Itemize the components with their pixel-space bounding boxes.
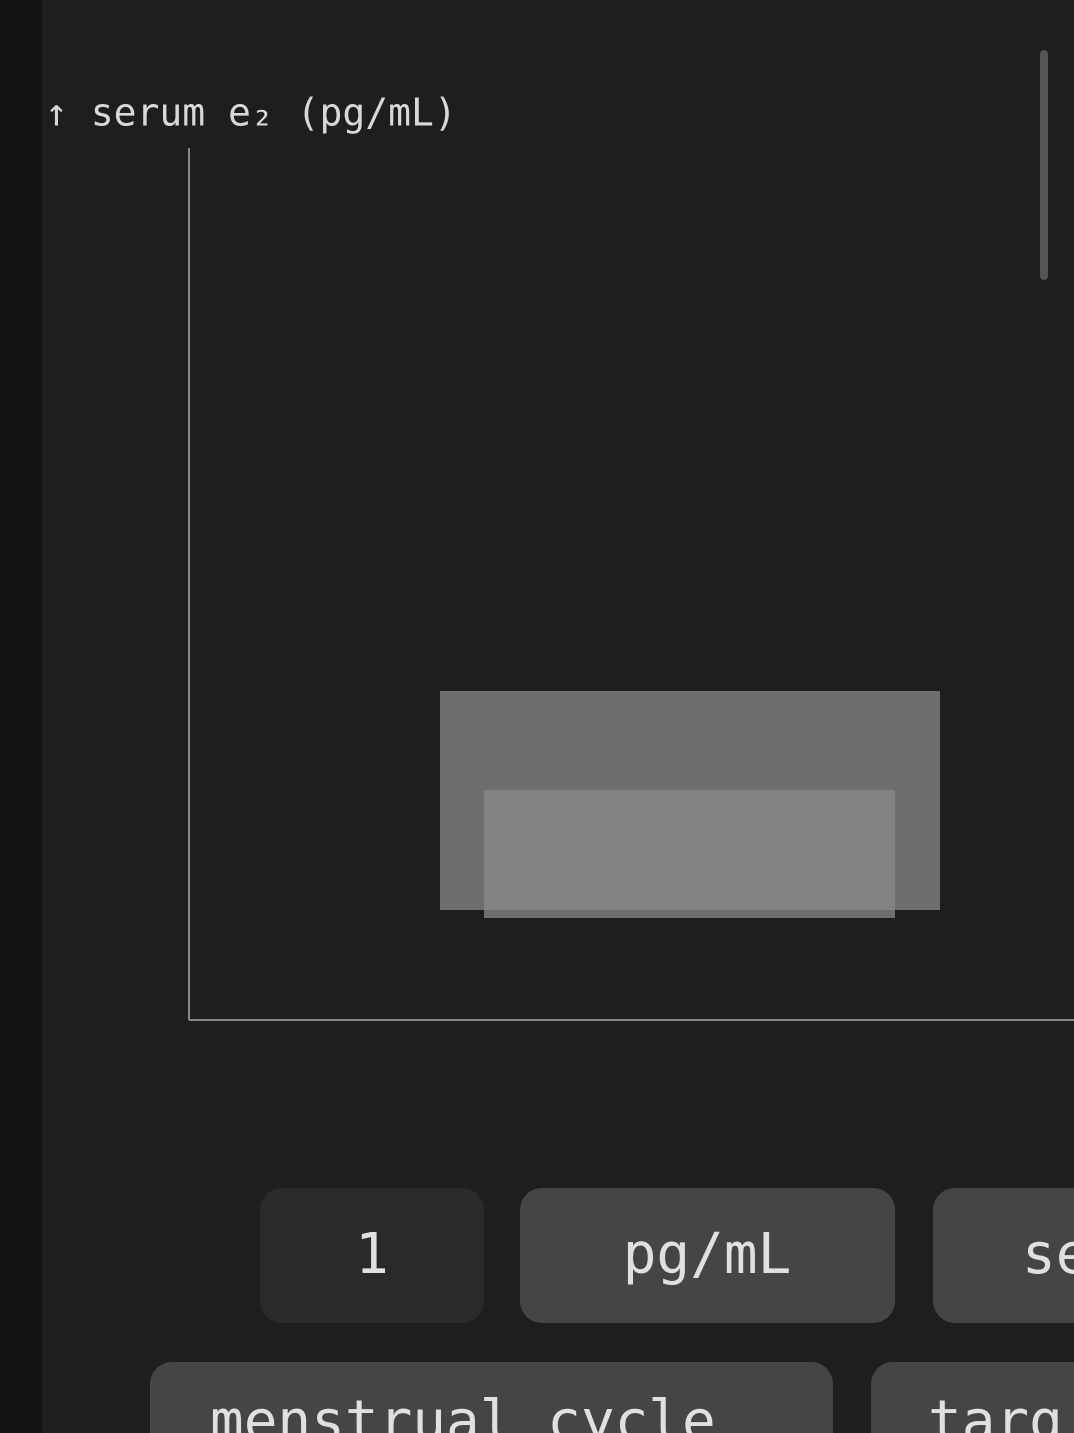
button-label[interactable]: menstrual cycle bbox=[210, 1389, 716, 1433]
button[interactable] bbox=[260, 1188, 484, 1323]
button[interactable] bbox=[520, 1188, 895, 1323]
button[interactable] bbox=[933, 1188, 1074, 1323]
side-strip bbox=[0, 0, 42, 1433]
scrollbar[interactable] bbox=[1040, 50, 1048, 280]
button[interactable] bbox=[871, 1362, 1074, 1433]
button-label[interactable]: pg/mL bbox=[623, 1222, 792, 1287]
button[interactable] bbox=[150, 1362, 833, 1433]
button-label[interactable]: 1 bbox=[355, 1222, 389, 1287]
tooltip bbox=[484, 790, 895, 918]
button-label[interactable]: se bbox=[1022, 1222, 1074, 1287]
y-axis-label: ↑ serum e₂ (pg/mL) bbox=[45, 91, 457, 135]
button-label[interactable]: targ bbox=[928, 1389, 1063, 1433]
